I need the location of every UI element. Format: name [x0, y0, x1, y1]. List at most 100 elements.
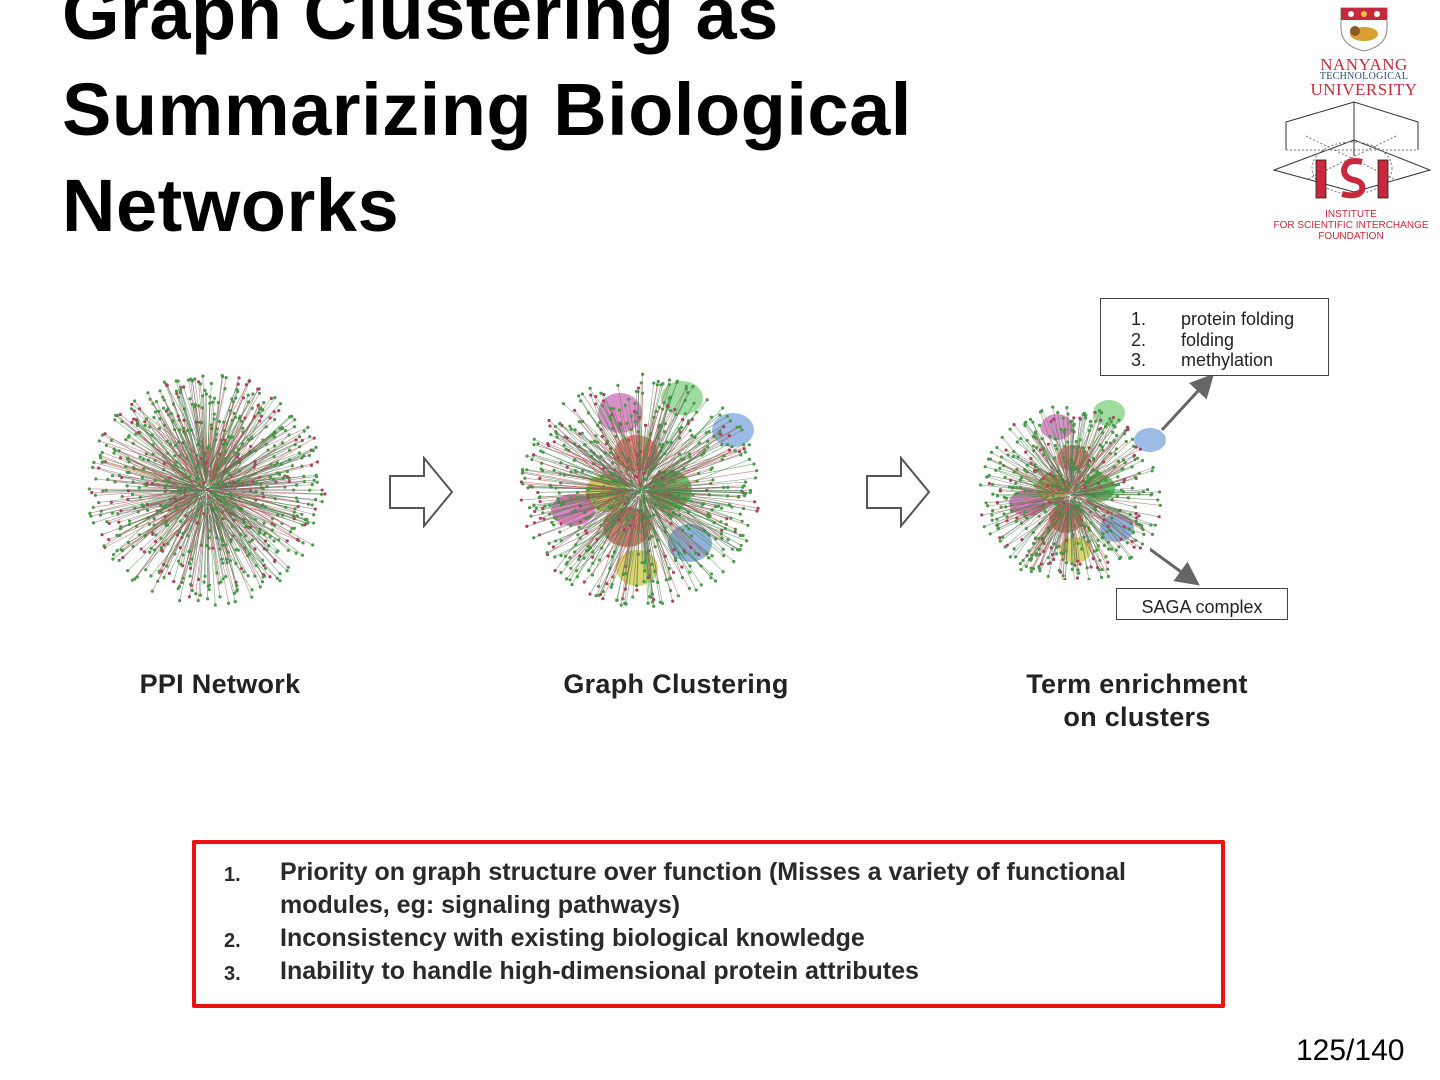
network-edge — [616, 495, 639, 601]
network-node — [1015, 440, 1019, 444]
network-node — [288, 415, 292, 419]
network-edge — [241, 492, 316, 500]
network-node — [523, 476, 527, 480]
network-edge — [165, 491, 201, 506]
network-edge — [213, 420, 233, 478]
network-node — [753, 500, 757, 504]
network-node — [272, 430, 277, 434]
network-node — [268, 575, 272, 579]
network-node — [292, 425, 297, 429]
network-node — [165, 439, 169, 443]
network-node — [1076, 541, 1080, 546]
network-node — [616, 479, 620, 483]
network-node — [687, 586, 691, 591]
network-edge — [655, 444, 728, 483]
network-edge — [1070, 447, 1074, 487]
network-edge — [641, 512, 654, 582]
network-node — [667, 378, 672, 382]
network-node — [129, 407, 134, 411]
network-node — [599, 391, 603, 395]
network-node — [748, 488, 753, 493]
network-node — [244, 383, 248, 387]
network-edge — [223, 446, 300, 482]
network-edge — [639, 414, 677, 476]
network-node — [609, 585, 613, 589]
network-edge — [611, 523, 639, 585]
network-edge — [559, 502, 625, 533]
network-node — [726, 442, 730, 447]
network-node — [754, 476, 758, 480]
network-edge — [1005, 477, 1065, 496]
network-edge — [137, 423, 207, 468]
network-node — [110, 474, 115, 478]
network-edge — [210, 514, 224, 579]
network-edge — [1070, 496, 1076, 514]
network-edge — [658, 498, 735, 562]
network-edge — [1072, 468, 1124, 495]
network-edge — [1005, 498, 1058, 508]
network-node — [270, 522, 274, 526]
network-node — [161, 406, 166, 410]
network-edge — [997, 494, 1050, 497]
network-edge — [648, 491, 693, 495]
network-edge — [603, 400, 633, 475]
network-node — [521, 482, 525, 486]
network-node — [586, 487, 590, 492]
network-edge — [1074, 504, 1088, 568]
network-node — [263, 566, 268, 571]
network-node — [704, 431, 708, 435]
network-node — [596, 584, 601, 588]
network-node — [195, 514, 199, 518]
network-edge — [640, 457, 646, 481]
network-edge — [658, 446, 733, 489]
network-node — [230, 525, 234, 529]
network-node — [707, 429, 711, 434]
network-edge — [651, 444, 723, 479]
network-node — [721, 406, 725, 410]
network-node — [537, 495, 541, 500]
network-node — [1087, 464, 1091, 468]
network-node — [233, 600, 237, 604]
network-edge — [522, 472, 604, 488]
network-node — [712, 435, 716, 439]
network-edge — [659, 416, 712, 485]
network-edge — [654, 386, 687, 470]
network-edge — [640, 494, 645, 563]
network-node — [565, 436, 569, 440]
network-edge — [580, 502, 623, 539]
network-node — [153, 548, 157, 552]
network-node — [89, 514, 93, 518]
network-node — [183, 431, 187, 435]
network-node — [1053, 502, 1057, 506]
network-edge — [643, 509, 670, 569]
network-node — [1099, 426, 1103, 431]
network-edge — [598, 503, 628, 587]
network-node — [552, 440, 556, 444]
network-node — [582, 580, 586, 584]
network-node — [1099, 418, 1103, 422]
network-edge — [574, 410, 629, 482]
network-node — [1025, 438, 1029, 443]
network-node — [995, 445, 999, 450]
network-node — [1082, 411, 1087, 415]
network-edge — [220, 466, 255, 487]
network-node — [138, 455, 142, 459]
network-node — [1063, 578, 1067, 580]
network-edge — [654, 503, 705, 531]
network-node — [235, 588, 239, 592]
network-edge — [169, 477, 198, 489]
network-edge — [1073, 496, 1144, 530]
network-edge — [1071, 498, 1080, 506]
network-node — [589, 393, 593, 397]
network-edge — [575, 470, 626, 489]
network-node — [225, 561, 229, 565]
network-node — [575, 575, 579, 579]
network-node — [747, 443, 751, 447]
network-node — [690, 433, 694, 438]
network-node — [308, 435, 312, 439]
network-node — [222, 438, 227, 442]
network-node — [755, 469, 759, 473]
network-node — [551, 545, 555, 549]
network-node — [1093, 410, 1097, 415]
network-node — [189, 582, 193, 587]
